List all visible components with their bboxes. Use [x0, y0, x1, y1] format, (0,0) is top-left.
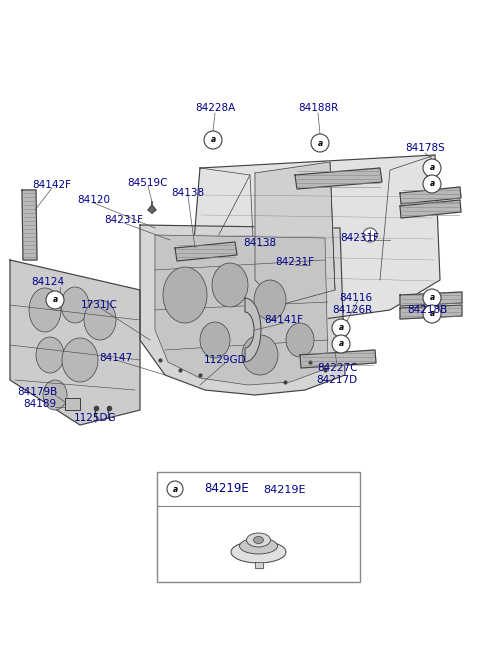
- Circle shape: [423, 175, 441, 193]
- Ellipse shape: [43, 380, 67, 410]
- Text: 84138: 84138: [243, 238, 276, 248]
- Ellipse shape: [254, 280, 286, 320]
- Circle shape: [167, 481, 183, 497]
- Text: 84219E: 84219E: [204, 483, 250, 495]
- Circle shape: [332, 335, 350, 353]
- Polygon shape: [148, 205, 156, 213]
- Circle shape: [46, 291, 64, 309]
- Ellipse shape: [253, 536, 264, 544]
- Ellipse shape: [163, 267, 207, 323]
- Text: 1125DG: 1125DG: [74, 413, 116, 423]
- Text: 84217D: 84217D: [316, 375, 358, 385]
- Text: 84142F: 84142F: [33, 180, 72, 190]
- Text: a: a: [172, 485, 178, 493]
- Polygon shape: [400, 200, 461, 218]
- Circle shape: [332, 319, 350, 337]
- Ellipse shape: [240, 538, 277, 554]
- Polygon shape: [245, 298, 261, 362]
- Ellipse shape: [242, 335, 278, 375]
- Circle shape: [311, 134, 329, 152]
- Ellipse shape: [286, 323, 314, 357]
- Text: 84188R: 84188R: [298, 103, 338, 113]
- Ellipse shape: [212, 263, 248, 307]
- Ellipse shape: [62, 338, 98, 382]
- Text: 84519C: 84519C: [128, 178, 168, 188]
- Text: 84116: 84116: [339, 293, 372, 303]
- Text: 84228A: 84228A: [195, 103, 235, 113]
- Circle shape: [363, 228, 377, 242]
- Text: 84231F: 84231F: [105, 215, 144, 225]
- Text: a: a: [430, 164, 434, 172]
- Text: 84219E: 84219E: [264, 485, 306, 495]
- Text: 84120: 84120: [77, 195, 110, 205]
- Text: 84147: 84147: [99, 353, 132, 363]
- Polygon shape: [175, 242, 237, 261]
- Polygon shape: [400, 305, 462, 319]
- Circle shape: [423, 159, 441, 177]
- Text: 84179B: 84179B: [17, 387, 57, 397]
- Text: 84141F: 84141F: [264, 315, 303, 325]
- Text: 84178S: 84178S: [405, 143, 445, 153]
- Circle shape: [423, 289, 441, 307]
- Text: a: a: [430, 310, 434, 318]
- Text: 84189: 84189: [24, 399, 57, 409]
- Text: 1129GD: 1129GD: [204, 355, 246, 365]
- Polygon shape: [400, 187, 461, 204]
- Text: 84231F: 84231F: [340, 233, 380, 243]
- Text: 84138: 84138: [171, 188, 204, 198]
- Polygon shape: [22, 190, 37, 260]
- Polygon shape: [254, 562, 263, 568]
- Ellipse shape: [61, 287, 89, 323]
- Polygon shape: [190, 155, 440, 325]
- Text: a: a: [210, 136, 216, 145]
- Polygon shape: [295, 168, 382, 189]
- Text: a: a: [52, 295, 58, 305]
- Text: 84231F: 84231F: [276, 257, 314, 267]
- Ellipse shape: [231, 541, 286, 563]
- Ellipse shape: [36, 337, 64, 373]
- Text: a: a: [430, 293, 434, 303]
- Ellipse shape: [200, 322, 230, 358]
- Ellipse shape: [84, 300, 116, 340]
- Circle shape: [204, 131, 222, 149]
- Text: a: a: [317, 138, 323, 147]
- Text: a: a: [338, 324, 344, 333]
- Polygon shape: [255, 162, 335, 305]
- Polygon shape: [400, 292, 462, 306]
- Polygon shape: [65, 398, 80, 410]
- Circle shape: [423, 305, 441, 323]
- Polygon shape: [140, 225, 345, 395]
- Text: 84227C: 84227C: [317, 363, 357, 373]
- Polygon shape: [300, 350, 376, 368]
- Text: 84124: 84124: [31, 277, 65, 287]
- Polygon shape: [10, 260, 140, 425]
- Text: 84218B: 84218B: [407, 305, 447, 315]
- Text: 1731JC: 1731JC: [81, 300, 118, 310]
- Text: 84126R: 84126R: [332, 305, 372, 315]
- Text: a: a: [338, 339, 344, 348]
- Ellipse shape: [29, 288, 61, 332]
- Ellipse shape: [247, 533, 271, 547]
- Bar: [157, 472, 360, 582]
- Polygon shape: [155, 235, 328, 385]
- Text: a: a: [430, 179, 434, 189]
